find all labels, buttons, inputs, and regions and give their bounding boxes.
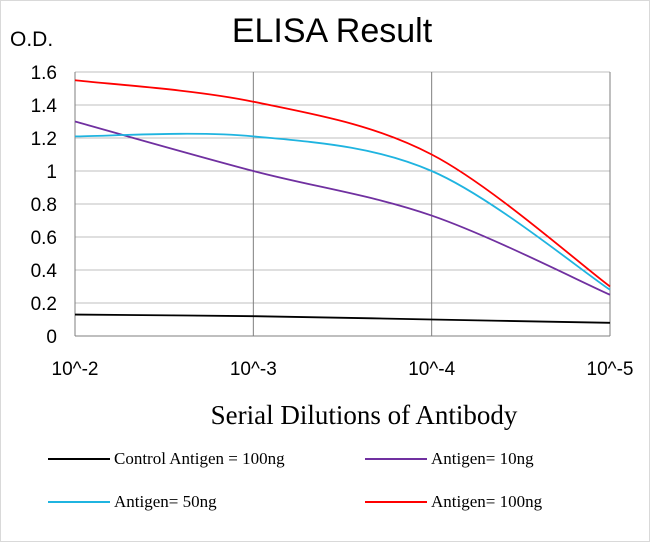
chart-title: ELISA Result bbox=[232, 12, 433, 50]
y-tick-label: 0.6 bbox=[31, 228, 57, 249]
x-tick-label: 10^-5 bbox=[587, 359, 634, 380]
y-axis-label: O.D. bbox=[10, 28, 53, 51]
y-tick-label: 1.4 bbox=[31, 96, 58, 117]
gridlines bbox=[74, 71, 611, 336]
series-line-antigen-100ng bbox=[74, 79, 611, 288]
series-lines bbox=[74, 79, 611, 324]
legend-label: Control Antigen = 100ng bbox=[114, 449, 285, 468]
series-line-antigen-10ng bbox=[74, 120, 611, 296]
axes bbox=[74, 72, 610, 337]
y-tick-labels: 0 0.2 0.4 0.6 0.8 1 1.2 1.4 1.6 bbox=[31, 63, 58, 348]
legend-label: Antigen= 10ng bbox=[431, 449, 534, 468]
legend-label: Antigen= 100ng bbox=[431, 492, 543, 511]
y-tick-label: 0.2 bbox=[31, 294, 57, 315]
x-axis-label: Serial Dilutions of Antibody bbox=[211, 400, 518, 430]
x-tick-label: 10^-4 bbox=[408, 359, 455, 380]
x-tick-label: 10^-2 bbox=[52, 359, 99, 380]
legend-label: Antigen= 50ng bbox=[114, 492, 217, 511]
legend: Control Antigen = 100ng Antigen= 10ng Anti… bbox=[48, 449, 543, 511]
y-tick-label: 1.2 bbox=[31, 129, 57, 150]
y-tick-label: 1.6 bbox=[31, 63, 57, 84]
x-tick-label: 10^-3 bbox=[230, 359, 277, 380]
y-tick-label: 0 bbox=[46, 327, 57, 348]
y-tick-label: 0.8 bbox=[31, 195, 57, 216]
series-line-antigen-50ng bbox=[74, 132, 611, 291]
y-tick-label: 0.4 bbox=[31, 261, 58, 282]
y-tick-label: 1 bbox=[46, 162, 57, 183]
x-tick-labels: 10^-2 10^-3 10^-4 10^-5 bbox=[52, 359, 634, 380]
series-line-control-antigen-100ng bbox=[74, 313, 611, 324]
